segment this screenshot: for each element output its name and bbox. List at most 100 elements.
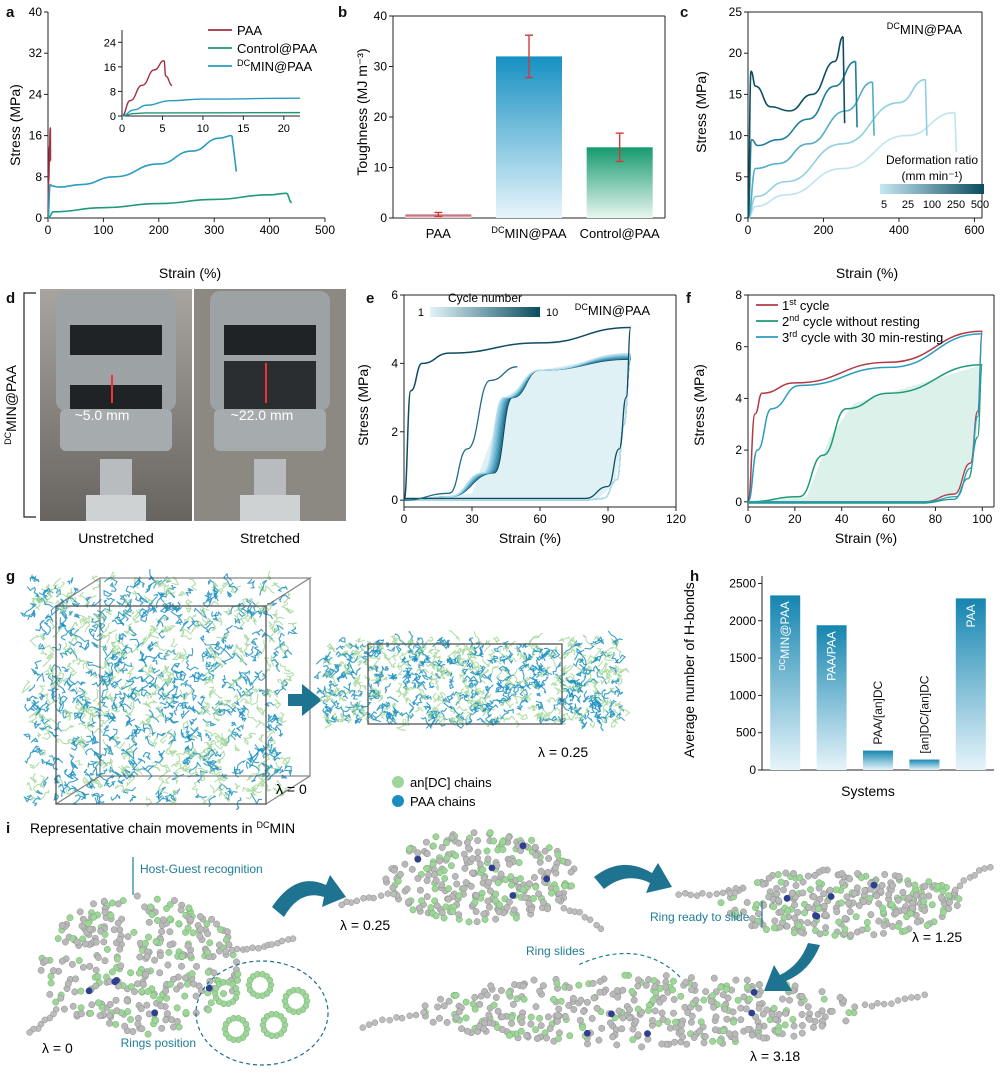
chain-bead bbox=[440, 1002, 448, 1010]
an-dc-chain bbox=[604, 655, 614, 661]
an-dc-chain bbox=[382, 676, 388, 681]
chain-bead bbox=[101, 957, 109, 965]
paa-chain bbox=[132, 728, 142, 738]
paa-chain bbox=[157, 687, 165, 698]
paa-chain bbox=[600, 710, 610, 720]
ring-bead bbox=[697, 1018, 705, 1026]
an-dc-chain bbox=[379, 710, 387, 720]
chain-bead bbox=[626, 1006, 633, 1014]
paa-chain bbox=[68, 610, 74, 617]
an-dc-chain bbox=[270, 655, 279, 667]
an-dc-chain bbox=[610, 715, 620, 728]
ring-bead bbox=[496, 901, 503, 909]
chain-bead bbox=[861, 1001, 869, 1008]
paa-chain bbox=[171, 676, 178, 684]
paa-chain bbox=[446, 695, 454, 701]
paa-chain bbox=[384, 666, 390, 672]
chain-bead bbox=[414, 875, 422, 882]
chain-bead bbox=[742, 1005, 750, 1013]
chain-bead bbox=[660, 995, 667, 1003]
paa-chain bbox=[610, 679, 617, 685]
paa-chain bbox=[45, 613, 54, 623]
an-dc-chain bbox=[542, 709, 557, 717]
an-dc-chain bbox=[455, 642, 466, 650]
paa-chain bbox=[408, 631, 414, 642]
paa-chain bbox=[157, 652, 169, 661]
paa-chain bbox=[157, 614, 169, 623]
an-dc-chain bbox=[142, 663, 151, 677]
x-tick-label: 300 bbox=[204, 223, 224, 237]
an-dc-chain bbox=[147, 664, 155, 674]
paa-chain bbox=[171, 662, 181, 670]
paa-chain bbox=[535, 654, 546, 664]
chain-bead bbox=[609, 1033, 617, 1041]
an-dc-chain bbox=[142, 635, 147, 644]
paa-chain bbox=[574, 642, 583, 647]
paa-chain bbox=[411, 682, 417, 689]
paa-chain bbox=[203, 642, 220, 647]
paa-chain bbox=[588, 702, 599, 710]
cbar-title-e: Cycle number bbox=[448, 291, 522, 305]
paa-chain bbox=[88, 772, 95, 782]
x-tick-label: 200 bbox=[813, 223, 833, 237]
ring-bead bbox=[775, 1027, 782, 1035]
an-dc-chain bbox=[239, 643, 251, 653]
guest-bead bbox=[488, 864, 496, 872]
paa-chain bbox=[393, 708, 400, 717]
paa-chain bbox=[241, 690, 254, 697]
chain-bead bbox=[607, 1019, 614, 1027]
chain-bead bbox=[768, 1010, 776, 1018]
paa-chain bbox=[43, 702, 50, 713]
an-dc-chain bbox=[214, 741, 224, 750]
ring-bead bbox=[119, 897, 127, 905]
cycle1-loading bbox=[747, 330, 983, 503]
paa-chain bbox=[500, 708, 510, 719]
chain-bead bbox=[791, 914, 799, 922]
chain-bead bbox=[110, 926, 118, 934]
chain-bead bbox=[804, 919, 812, 927]
paa-chain bbox=[142, 723, 152, 730]
an-dc-chain bbox=[242, 786, 254, 792]
paa-chain bbox=[193, 674, 204, 681]
ring-bead bbox=[144, 1030, 152, 1038]
an-dc-chain bbox=[337, 693, 348, 702]
paa-chain bbox=[47, 687, 56, 694]
chain-bead bbox=[853, 884, 861, 892]
an-dc-chain bbox=[243, 633, 250, 642]
ring-bead bbox=[649, 996, 657, 1004]
paa-chain bbox=[316, 687, 323, 695]
paa-chain bbox=[343, 681, 352, 692]
chain-bead bbox=[537, 867, 545, 875]
paa-chain bbox=[240, 704, 249, 712]
chain-bead bbox=[544, 868, 552, 876]
paa-chain bbox=[225, 644, 234, 650]
an-dc-chain bbox=[209, 769, 222, 776]
chain-bead bbox=[729, 1008, 737, 1016]
chain-bead bbox=[415, 904, 423, 912]
paa-chain bbox=[118, 699, 127, 713]
chain-bead bbox=[597, 925, 605, 933]
paa-chain bbox=[566, 676, 574, 684]
an-dc-chain bbox=[42, 732, 51, 741]
paa-chain bbox=[111, 653, 119, 661]
ring-bead bbox=[163, 994, 171, 1002]
cycle2-loading bbox=[747, 364, 983, 503]
paa-chain bbox=[212, 611, 219, 622]
paa-chain bbox=[109, 651, 121, 661]
chain-bead bbox=[57, 994, 65, 1002]
ring-bead bbox=[266, 976, 274, 984]
paa-chain bbox=[36, 672, 45, 683]
bar-label: DCMIN@PAA bbox=[778, 601, 792, 670]
chain-bead bbox=[46, 990, 54, 998]
chain-bead bbox=[946, 898, 953, 906]
ring-bead bbox=[54, 935, 62, 943]
ring-bead bbox=[554, 851, 562, 859]
an-dc-chain bbox=[148, 627, 159, 639]
chain-bead bbox=[114, 900, 122, 908]
an-dc-chain bbox=[208, 652, 218, 659]
paa-chain bbox=[103, 589, 113, 598]
an-dc-chain bbox=[223, 608, 233, 616]
chain-bead bbox=[739, 908, 747, 916]
paa-chain bbox=[38, 643, 46, 650]
paa-chain bbox=[583, 668, 592, 677]
